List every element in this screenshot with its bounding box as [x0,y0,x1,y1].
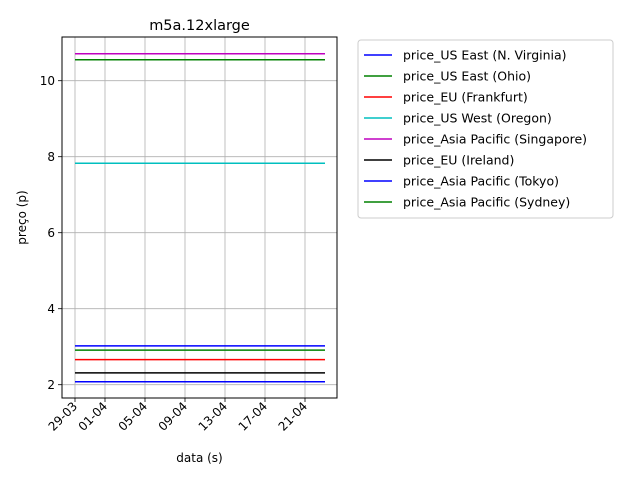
y-tick-label: 10 [40,74,55,88]
x-tick-label: 29-03 [46,399,81,434]
y-tick-label: 6 [47,226,55,240]
legend-label: price_US East (Ohio) [403,69,531,84]
legend-label: price_Asia Pacific (Singapore) [403,132,587,147]
plot-frame [61,36,338,399]
x-tick-label: 13-04 [196,399,231,434]
y-tick-label: 2 [47,378,55,392]
y-tick-label: 8 [47,150,55,164]
legend-label: price_US East (N. Virginia) [403,48,567,63]
y-tick-label: 4 [47,302,55,316]
series-lines [75,52,325,383]
chart-title: m5a.12xlarge [149,18,250,34]
y-axis-label: preço (p) [15,190,29,244]
legend-label: price_EU (Ireland) [403,153,514,168]
x-tick-label: 17-04 [236,399,271,434]
legend-box [357,39,614,219]
legend-label: price_Asia Pacific (Sydney) [403,195,570,210]
x-tick-label: 21-04 [276,399,311,434]
x-tick-label: 05-04 [116,399,151,434]
legend: price_US East (N. Virginia) price_US East… [357,39,614,219]
legend-label: price_US West (Oregon) [403,111,552,126]
y-axis-ticks: 2 4 6 8 10 [40,74,62,392]
legend-label: price_EU (Frankfurt) [403,90,528,105]
x-tick-label: 01-04 [76,399,111,434]
x-tick-label: 09-04 [156,399,191,434]
x-axis-label: data (s) [176,451,222,465]
grid-lines [62,37,337,398]
legend-label: price_Asia Pacific (Tokyo) [403,174,559,189]
